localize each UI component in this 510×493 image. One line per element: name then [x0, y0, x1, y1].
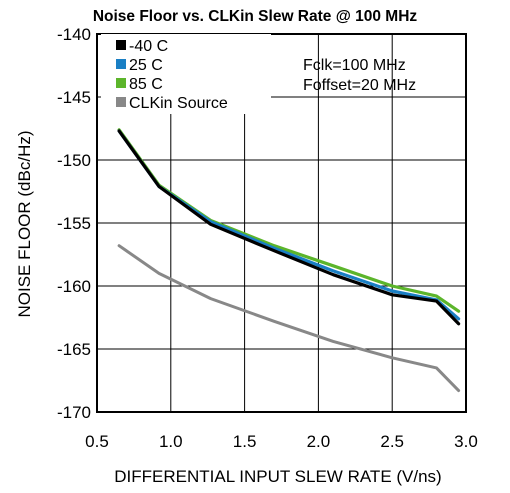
y-tick-label: -150 [57, 151, 91, 170]
y-tick-label: -155 [57, 214, 91, 233]
legend-label: 85 C [129, 76, 163, 93]
legend: -40 C 25 C 85 C CLKin Source [101, 34, 271, 114]
legend-swatch [116, 59, 126, 69]
x-tick-label: 3.0 [454, 432, 478, 451]
legend-swatch [116, 40, 126, 50]
y-tick-label: -140 [57, 25, 91, 44]
annotation-foffset: Foffset=20 MHz [303, 77, 416, 94]
y-tick-label: -160 [57, 277, 91, 296]
plot-frame [96, 33, 467, 413]
x-axis-label: DIFFERENTIAL INPUT SLEW RATE (V/ns) [114, 467, 441, 486]
x-tick-label: 1.0 [159, 432, 183, 451]
annotation-fclk: Fclk=100 MHz [303, 57, 406, 74]
series-lines [117, 128, 461, 393]
y-tick-label: -145 [57, 88, 91, 107]
legend-label: CLKin Source [129, 95, 228, 112]
y-tick-labels: -140 -145 -150 -155 -160 -165 -170 [57, 25, 91, 422]
chart-title: Noise Floor vs. CLKin Slew Rate @ 100 MH… [93, 8, 418, 25]
series-line-85-c [117, 128, 461, 313]
x-tick-label: 1.5 [233, 432, 257, 451]
series-line-40-c [117, 129, 461, 326]
legend-label: 25 C [129, 57, 163, 74]
y-tick-label: -170 [57, 403, 91, 422]
legend-swatch [116, 97, 126, 107]
legend-swatch [116, 78, 126, 88]
legend-label: -40 C [129, 38, 168, 55]
y-tick-label: -165 [57, 340, 91, 359]
legend-background [101, 34, 271, 114]
y-axis-label: NOISE FLOOR (dBc/Hz) [15, 130, 34, 317]
x-tick-label: 2.0 [307, 432, 331, 451]
x-tick-label: 0.5 [85, 432, 109, 451]
series-line-clkin-source [117, 244, 461, 393]
x-tick-label: 2.5 [380, 432, 404, 451]
x-tick-labels: 0.5 1.0 1.5 2.0 2.5 3.0 [85, 432, 478, 451]
